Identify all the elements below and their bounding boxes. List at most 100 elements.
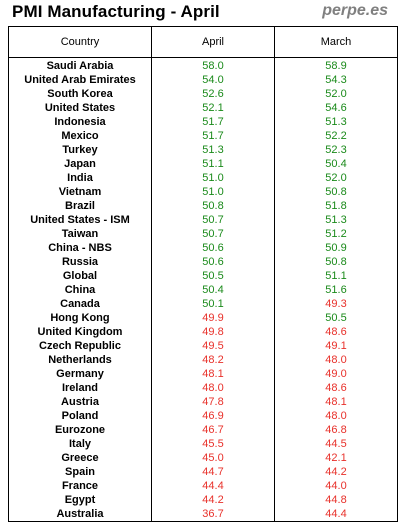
table-row: Ireland 48.0 48.6 bbox=[8, 381, 398, 395]
april-value-cell: 51.0 bbox=[151, 185, 275, 199]
column-header-country: Country bbox=[8, 26, 152, 58]
table-row: Turkey 51.3 52.3 bbox=[8, 143, 398, 157]
country-cell: India bbox=[8, 171, 152, 185]
april-value-cell: 50.4 bbox=[151, 283, 275, 297]
march-value-cell: 50.9 bbox=[274, 241, 398, 255]
march-value-cell: 54.3 bbox=[274, 73, 398, 87]
country-cell: France bbox=[8, 479, 152, 493]
april-value-cell: 50.8 bbox=[151, 199, 275, 213]
march-value-cell: 48.6 bbox=[274, 325, 398, 339]
march-value-cell: 48.0 bbox=[274, 353, 398, 367]
column-header-april: April bbox=[151, 26, 275, 58]
table-row: China 50.4 51.6 bbox=[8, 283, 398, 297]
country-cell: Mexico bbox=[8, 129, 152, 143]
march-value-cell: 51.1 bbox=[274, 269, 398, 283]
table-row: Hong Kong 49.9 50.5 bbox=[8, 311, 398, 325]
march-value-cell: 51.3 bbox=[274, 115, 398, 129]
march-value-cell: 51.6 bbox=[274, 283, 398, 297]
april-value-cell: 48.1 bbox=[151, 367, 275, 381]
table-row: Canada 50.1 49.3 bbox=[8, 297, 398, 311]
april-value-cell: 49.5 bbox=[151, 339, 275, 353]
april-value-cell: 47.8 bbox=[151, 395, 275, 409]
table-row: Egypt 44.2 44.8 bbox=[8, 493, 398, 507]
table-row: Saudi Arabia 58.0 58.9 bbox=[8, 57, 398, 73]
country-cell: Ireland bbox=[8, 381, 152, 395]
march-value-cell: 48.6 bbox=[274, 381, 398, 395]
country-cell: United States - ISM bbox=[8, 213, 152, 227]
march-value-cell: 48.0 bbox=[274, 409, 398, 423]
april-value-cell: 50.1 bbox=[151, 297, 275, 311]
april-value-cell: 51.0 bbox=[151, 171, 275, 185]
april-value-cell: 50.7 bbox=[151, 227, 275, 241]
country-cell: Australia bbox=[8, 507, 152, 522]
country-cell: Germany bbox=[8, 367, 152, 381]
country-cell: United Arab Emirates bbox=[8, 73, 152, 87]
april-value-cell: 52.1 bbox=[151, 101, 275, 115]
march-value-cell: 52.3 bbox=[274, 143, 398, 157]
country-cell: China bbox=[8, 283, 152, 297]
pmi-table: Country April March Saudi Arabia 58.0 58.9… bbox=[8, 26, 398, 522]
table-row: Global 50.5 51.1 bbox=[8, 269, 398, 283]
march-value-cell: 44.5 bbox=[274, 437, 398, 451]
country-cell: Saudi Arabia bbox=[8, 57, 152, 73]
april-value-cell: 54.0 bbox=[151, 73, 275, 87]
table-row: South Korea 52.6 52.0 bbox=[8, 87, 398, 101]
country-cell: Vietnam bbox=[8, 185, 152, 199]
march-value-cell: 50.8 bbox=[274, 185, 398, 199]
table-row: Italy 45.5 44.5 bbox=[8, 437, 398, 451]
march-value-cell: 44.0 bbox=[274, 479, 398, 493]
country-cell: Netherlands bbox=[8, 353, 152, 367]
table-row: Indonesia 51.7 51.3 bbox=[8, 115, 398, 129]
april-value-cell: 51.7 bbox=[151, 115, 275, 129]
march-value-cell: 44.8 bbox=[274, 493, 398, 507]
page-title: PMI Manufacturing - April bbox=[12, 2, 220, 21]
april-value-cell: 51.1 bbox=[151, 157, 275, 171]
country-cell: China - NBS bbox=[8, 241, 152, 255]
country-cell: Turkey bbox=[8, 143, 152, 157]
april-value-cell: 44.7 bbox=[151, 465, 275, 479]
april-value-cell: 48.0 bbox=[151, 381, 275, 395]
country-cell: Spain bbox=[8, 465, 152, 479]
country-cell: Global bbox=[8, 269, 152, 283]
april-value-cell: 50.6 bbox=[151, 241, 275, 255]
country-cell: United States bbox=[8, 101, 152, 115]
country-cell: United Kingdom bbox=[8, 325, 152, 339]
table-row: Japan 51.1 50.4 bbox=[8, 157, 398, 171]
table-row: Greece 45.0 42.1 bbox=[8, 451, 398, 465]
march-value-cell: 46.8 bbox=[274, 423, 398, 437]
table-row: France 44.4 44.0 bbox=[8, 479, 398, 493]
table-row: United Arab Emirates 54.0 54.3 bbox=[8, 73, 398, 87]
table-row: United States 52.1 54.6 bbox=[8, 101, 398, 115]
table-row: Poland 46.9 48.0 bbox=[8, 409, 398, 423]
table-row: Spain 44.7 44.2 bbox=[8, 465, 398, 479]
april-value-cell: 44.2 bbox=[151, 493, 275, 507]
table-row: Brazil 50.8 51.8 bbox=[8, 199, 398, 213]
march-value-cell: 58.9 bbox=[274, 57, 398, 73]
march-value-cell: 50.8 bbox=[274, 255, 398, 269]
country-cell: Indonesia bbox=[8, 115, 152, 129]
april-value-cell: 45.5 bbox=[151, 437, 275, 451]
march-value-cell: 51.8 bbox=[274, 199, 398, 213]
april-value-cell: 49.8 bbox=[151, 325, 275, 339]
table-row: Eurozone 46.7 46.8 bbox=[8, 423, 398, 437]
april-value-cell: 44.4 bbox=[151, 479, 275, 493]
country-cell: Austria bbox=[8, 395, 152, 409]
march-value-cell: 48.1 bbox=[274, 395, 398, 409]
table-row: India 51.0 52.0 bbox=[8, 171, 398, 185]
march-value-cell: 52.0 bbox=[274, 171, 398, 185]
country-cell: Poland bbox=[8, 409, 152, 423]
march-value-cell: 50.4 bbox=[274, 157, 398, 171]
country-cell: Hong Kong bbox=[8, 311, 152, 325]
table-row: Russia 50.6 50.8 bbox=[8, 255, 398, 269]
april-value-cell: 51.7 bbox=[151, 129, 275, 143]
table-row: China - NBS 50.6 50.9 bbox=[8, 241, 398, 255]
country-cell: Czech Republic bbox=[8, 339, 152, 353]
april-value-cell: 51.3 bbox=[151, 143, 275, 157]
march-value-cell: 49.1 bbox=[274, 339, 398, 353]
april-value-cell: 45.0 bbox=[151, 451, 275, 465]
march-value-cell: 51.3 bbox=[274, 213, 398, 227]
table-row: Austria 47.8 48.1 bbox=[8, 395, 398, 409]
table-row: Czech Republic 49.5 49.1 bbox=[8, 339, 398, 353]
march-value-cell: 44.4 bbox=[274, 507, 398, 522]
